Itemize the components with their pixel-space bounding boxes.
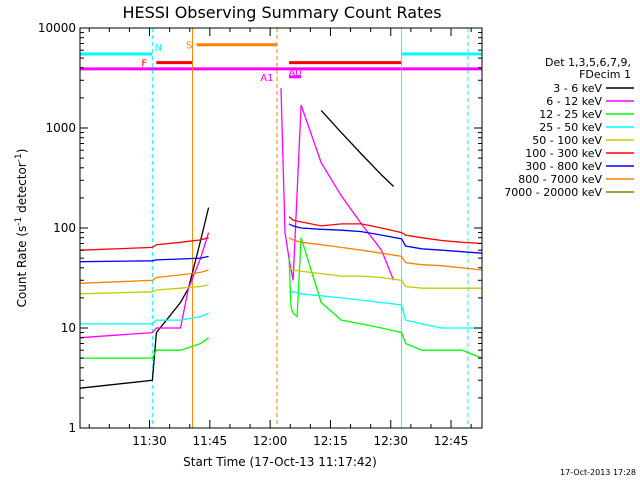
y-tick-label: 10 (61, 321, 76, 335)
series-line-4 (288, 267, 482, 289)
x-tick-label: 12:45 (434, 434, 469, 448)
legend-header: Det 1,3,5,6,7,9, (545, 56, 631, 69)
flag-label-s: S (186, 41, 192, 52)
flag-label-n: N (155, 43, 162, 54)
flag-label-a0: A0 (288, 68, 301, 79)
series-line-1 (80, 232, 210, 339)
flag-label-f: F (141, 59, 147, 70)
series-line-3 (80, 312, 209, 325)
series-line-6 (288, 223, 482, 254)
series-line-3 (289, 291, 482, 329)
legend-entry-label: 7000 - 20000 keV (504, 186, 602, 199)
series-line-1 (280, 88, 395, 281)
series-line-5 (288, 216, 482, 245)
y-tick-label: 10000 (38, 21, 76, 35)
plot-frame (79, 27, 483, 429)
series-line-4 (80, 284, 209, 295)
series-line-2 (288, 237, 482, 359)
series-line-0 (80, 207, 210, 389)
series-line-7 (288, 237, 482, 271)
series-line-0 (320, 109, 395, 187)
legend-entry-label: 300 - 800 keV (525, 160, 602, 173)
legend-entry-label: 6 - 12 keV (546, 95, 602, 108)
series-line-2 (80, 337, 209, 359)
y-tick-label: 1 (68, 421, 76, 435)
chart-title: HESSI Observing Summary Count Rates (122, 3, 441, 22)
legend-header: FDecim 1 (579, 68, 631, 81)
y-axis-label: Count Rate (s-1 detector-1) (14, 149, 29, 308)
legend-entry-label: 800 - 7000 keV (518, 173, 602, 186)
generation-timestamp: 17-Oct-2013 17:28 (560, 468, 636, 477)
x-tick-label: 11:30 (132, 434, 167, 448)
legend-entry-label: 12 - 25 keV (539, 108, 602, 121)
series-line-5 (80, 237, 209, 251)
flag-label-a1: A1 (260, 73, 273, 84)
legend-entry-label: 3 - 6 keV (553, 82, 602, 95)
x-tick-label: 11:45 (193, 434, 228, 448)
x-tick-label: 12:00 (253, 434, 288, 448)
x-tick-label: 12:15 (313, 434, 348, 448)
series-line-6 (80, 255, 209, 263)
series-line-7 (80, 269, 209, 284)
x-tick-label: 12:30 (373, 434, 408, 448)
legend-entry-label: 25 - 50 keV (539, 121, 602, 134)
legend-entry-label: 50 - 100 keV (532, 134, 602, 147)
y-tick-label: 100 (53, 221, 76, 235)
y-tick-label: 1000 (45, 121, 76, 135)
legend-entry-label: 100 - 300 keV (525, 147, 602, 160)
x-axis-label: Start Time (17-Oct-13 11:17:42) (183, 455, 377, 469)
